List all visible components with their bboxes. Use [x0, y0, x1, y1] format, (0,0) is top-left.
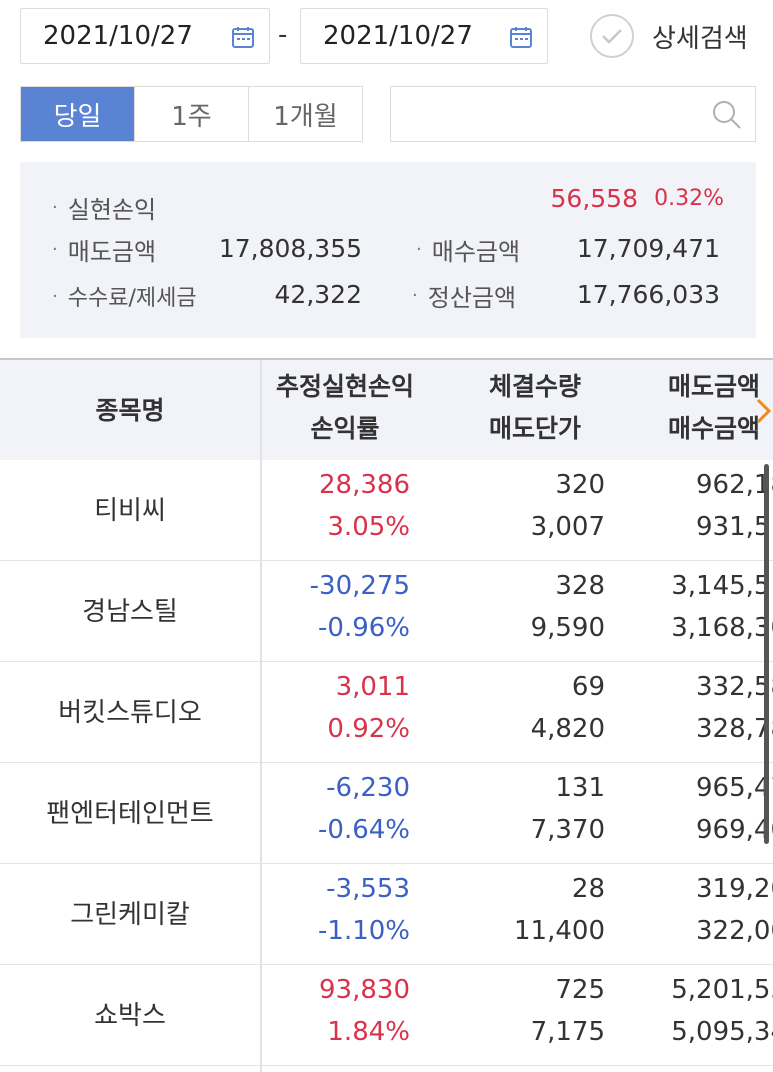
column-divider: [260, 360, 262, 1072]
search-icon[interactable]: [711, 99, 743, 131]
sell-amount: 965,47: [696, 773, 773, 803]
sell-amount: 962,18: [696, 470, 773, 500]
realized-pl-label: · 실현손익: [52, 196, 157, 224]
exec-qty: 725: [555, 975, 605, 1005]
stock-name: 버킷스튜디오: [58, 698, 202, 728]
end-date-field[interactable]: 2021/10/27: [300, 8, 548, 64]
table-row[interactable]: 티비씨 28,386 3.05% 320 3,007 962,18 931,51: [0, 460, 773, 561]
check-circle-icon[interactable]: [590, 14, 634, 58]
stock-name: 팬엔터테인먼트: [46, 799, 214, 829]
pl-rate: -0.64%: [318, 815, 410, 845]
header-rate: 손익률: [310, 414, 380, 443]
fee-tax-value: 42,322: [274, 280, 362, 309]
buy-amount: 322,00: [696, 916, 773, 946]
vertical-scrollbar[interactable]: [764, 464, 769, 844]
buy-amount-label: · 매수금액: [416, 238, 521, 266]
table-row[interactable]: 버킷스튜디오 3,011 0.92% 69 4,820 332,58 328,78: [0, 662, 773, 763]
fee-tax-label: · 수수료/제세금: [52, 285, 197, 312]
period-today-button[interactable]: 당일: [21, 87, 135, 141]
table-row[interactable]: 쇼박스 93,830 1.84% 725 7,175 5,201,55 5,095,34: [0, 965, 773, 1066]
stock-name: 쇼박스: [94, 1001, 166, 1031]
exec-qty: 69: [571, 672, 605, 702]
end-date-value: 2021/10/27: [323, 21, 473, 51]
summary-panel: · 실현손익 56,558 0.32% · 매도금액 17,808,355 · 매수금…: [20, 162, 756, 338]
realized-pl: -6,230: [326, 773, 410, 803]
buy-amount: 328,78: [696, 714, 773, 744]
realized-pl-value: 56,558: [550, 184, 638, 213]
realized-pl: 3,011: [335, 672, 410, 702]
header-price: 매도단가: [488, 414, 581, 443]
sell-amount-value: 17,808,355: [218, 234, 362, 263]
header-sell-amount: 매도금액: [668, 372, 761, 401]
sell-price: 3,007: [530, 512, 605, 542]
calendar-icon[interactable]: [231, 25, 255, 49]
table-row[interactable]: 그린케미칼 -3,553 -1.10% 28 11,400 319,20 322,00: [0, 864, 773, 965]
buy-amount: 969,40: [696, 815, 773, 845]
trade-table[interactable]: 종목명 추정실현손익 손익률 체결수량 매도단가 매도금액 매수금액 티비씨 28…: [0, 358, 773, 1072]
stock-name: 경남스틸: [82, 597, 178, 627]
detail-search-label: 상세검색: [652, 23, 748, 54]
sell-amount: 3,145,51: [671, 571, 773, 601]
sell-price: 4,820: [530, 714, 605, 744]
exec-qty: 28: [571, 874, 605, 904]
sell-amount-label: · 매도금액: [52, 238, 157, 266]
sell-price: 11,400: [514, 916, 605, 946]
header-pl: 추정실현손익: [275, 372, 414, 401]
start-date-field[interactable]: 2021/10/27: [20, 8, 270, 64]
header-qty: 체결수량: [488, 372, 581, 401]
period-1month-button[interactable]: 1개월: [249, 87, 362, 141]
pl-rate: 3.05%: [327, 512, 410, 542]
stock-name: 티비씨: [94, 496, 166, 526]
detail-search-toggle[interactable]: 상세검색: [590, 14, 748, 58]
table-row[interactable]: 경남스틸 -30,275 -0.96% 328 9,590 3,145,51 3,168,3…: [0, 561, 773, 662]
stock-name: 그린케미칼: [70, 900, 190, 930]
header-name: 종목명: [95, 396, 165, 425]
sell-amount: 319,20: [696, 874, 773, 904]
pl-rate: 1.84%: [327, 1017, 410, 1047]
calendar-icon[interactable]: [509, 25, 533, 49]
realized-pl: -30,275: [309, 571, 410, 601]
pl-rate: 0.92%: [327, 714, 410, 744]
sell-price: 7,370: [530, 815, 605, 845]
chevron-right-icon[interactable]: [754, 396, 773, 426]
sell-price: 7,175: [530, 1017, 605, 1047]
exec-qty: 328: [555, 571, 605, 601]
sell-price: 9,590: [530, 613, 605, 643]
table-header: 종목명 추정실현손익 손익률 체결수량 매도단가 매도금액 매수금액: [0, 360, 773, 460]
settlement-value: 17,766,033: [576, 280, 720, 309]
buy-amount: 931,51: [696, 512, 773, 542]
realized-pl: -3,553: [326, 874, 410, 904]
realized-pl: 93,830: [319, 975, 410, 1005]
realized-pl: 28,386: [319, 470, 410, 500]
stock-search-box: [390, 86, 756, 142]
table-row[interactable]: 팬엔터테인먼트 -6,230 -0.64% 131 7,370 965,47 969,40: [0, 763, 773, 864]
exec-qty: 131: [555, 773, 605, 803]
pl-rate: -0.96%: [318, 613, 410, 643]
exec-qty: 320: [555, 470, 605, 500]
header-buy-amount: 매수금액: [668, 414, 761, 443]
realized-pl-rate: 0.32%: [654, 186, 724, 211]
pl-rate: -1.10%: [318, 916, 410, 946]
buy-amount-value: 17,709,471: [576, 234, 720, 263]
buy-amount: 5,095,34: [671, 1017, 773, 1047]
date-separator: -: [278, 20, 288, 50]
sell-amount: 5,201,55: [671, 975, 773, 1005]
period-selector: 당일 1주 1개월: [20, 86, 363, 142]
stock-search-input[interactable]: [391, 87, 691, 141]
sell-amount: 332,58: [696, 672, 773, 702]
settlement-label: · 정산금액: [412, 284, 517, 312]
start-date-value: 2021/10/27: [43, 21, 193, 51]
period-1week-button[interactable]: 1주: [135, 87, 249, 141]
buy-amount: 3,168,30: [671, 613, 773, 643]
